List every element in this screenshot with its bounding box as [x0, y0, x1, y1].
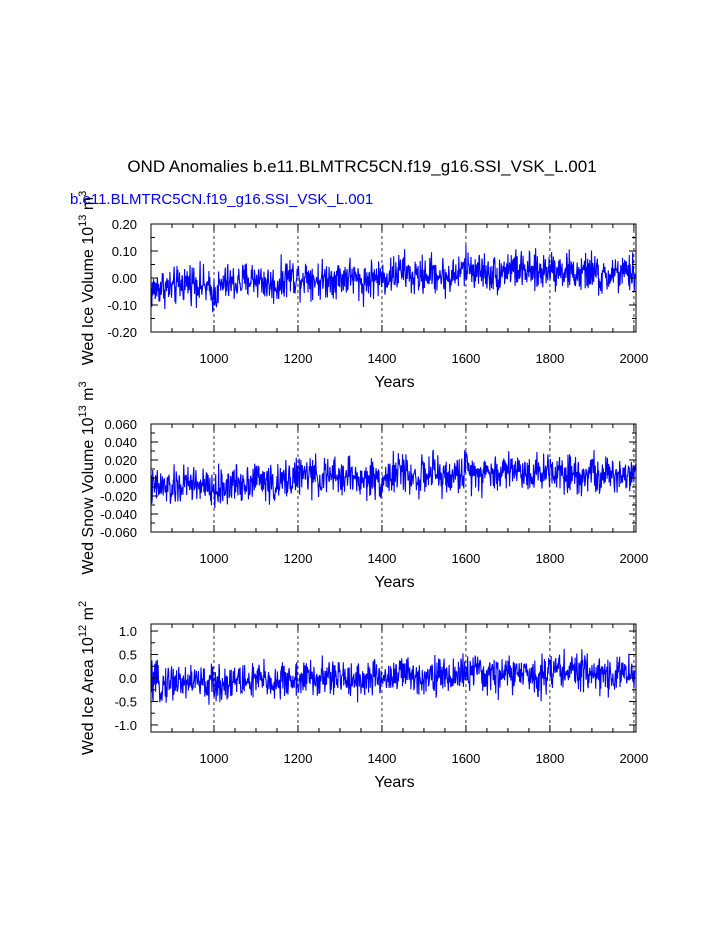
x-tick-label: 1800 — [535, 751, 564, 766]
x-tick-label: 1600 — [451, 351, 480, 366]
chart-subtitle: b.e11.BLMTRC5CN.f19_g16.SSI_VSK_L.001 — [70, 191, 373, 208]
panel-2: 1000 1200 1400 1600 1800 2000 -0.060 -0.040 -0.0… — [77, 381, 648, 591]
x-tick-label: 1200 — [284, 351, 313, 366]
y-tick-label: 0.5 — [119, 648, 137, 663]
chart-title: OND Anomalies b.e11.BLMTRC5CN.f19_g16.SS… — [127, 157, 596, 176]
x-tick-label: 1800 — [535, 551, 564, 566]
y-tick-label: -0.10 — [107, 298, 137, 313]
x-tick-label: 1200 — [284, 551, 313, 566]
y-tick-label: -1.0 — [115, 718, 137, 733]
y-tick-label: 0.040 — [104, 435, 137, 450]
series-line — [150, 244, 636, 313]
x-tick-label: 1200 — [284, 751, 313, 766]
series-line — [150, 449, 636, 509]
x-tick-label: 1000 — [200, 351, 229, 366]
x-tick-label: 1000 — [200, 751, 229, 766]
x-axis-label: Years — [374, 374, 414, 391]
y-tick-label: 0.00 — [112, 271, 137, 286]
y-tick-label: 1.0 — [119, 624, 137, 639]
x-tick-label: 2000 — [619, 551, 648, 566]
series-line — [150, 648, 636, 705]
y-tick-label: 0.0 — [119, 671, 137, 686]
panel-3: 1000 1200 1400 1600 1800 2000 -1.0 -0.5 0.0 0.5 1.… — [77, 601, 648, 791]
y-axis-label: Wed Ice Area 1012 m2 — [77, 601, 97, 755]
x-tick-label: 2000 — [619, 751, 648, 766]
panel-1: 1000 1200 1400 1600 1800 2000 -0.20 -0.10 0.00 0.… — [77, 191, 648, 391]
y-tick-label: -0.040 — [100, 507, 137, 522]
y-tick-label: 0.000 — [104, 471, 137, 486]
x-tick-label: 1000 — [200, 551, 229, 566]
x-axis-label: Years — [374, 774, 414, 791]
y-tick-label: -0.060 — [100, 525, 137, 540]
y-tick-label: -0.020 — [100, 489, 137, 504]
y-tick-label: 0.10 — [112, 244, 137, 259]
x-tick-label: 2000 — [619, 351, 648, 366]
y-tick-label: 0.060 — [104, 417, 137, 432]
x-tick-label: 1800 — [535, 351, 564, 366]
y-tick-label: 0.020 — [104, 453, 137, 468]
y-axis-label: Wed Snow Volume 1013 m3 — [77, 381, 97, 574]
y-tick-label: -0.5 — [115, 694, 137, 709]
x-tick-label: 1600 — [451, 751, 480, 766]
x-tick-label: 1600 — [451, 551, 480, 566]
y-tick-label: -0.20 — [107, 325, 137, 340]
x-tick-label: 1400 — [367, 751, 396, 766]
x-tick-label: 1400 — [367, 551, 396, 566]
x-tick-label: 1400 — [367, 351, 396, 366]
y-tick-label: 0.20 — [112, 217, 137, 232]
panels: 1000 1200 1400 1600 1800 2000 -0.20 -0.10 0.00 0.… — [77, 191, 648, 791]
y-axis-label: Wed Ice Volume 1013 m3 — [77, 191, 97, 366]
x-axis-label: Years — [374, 574, 414, 591]
